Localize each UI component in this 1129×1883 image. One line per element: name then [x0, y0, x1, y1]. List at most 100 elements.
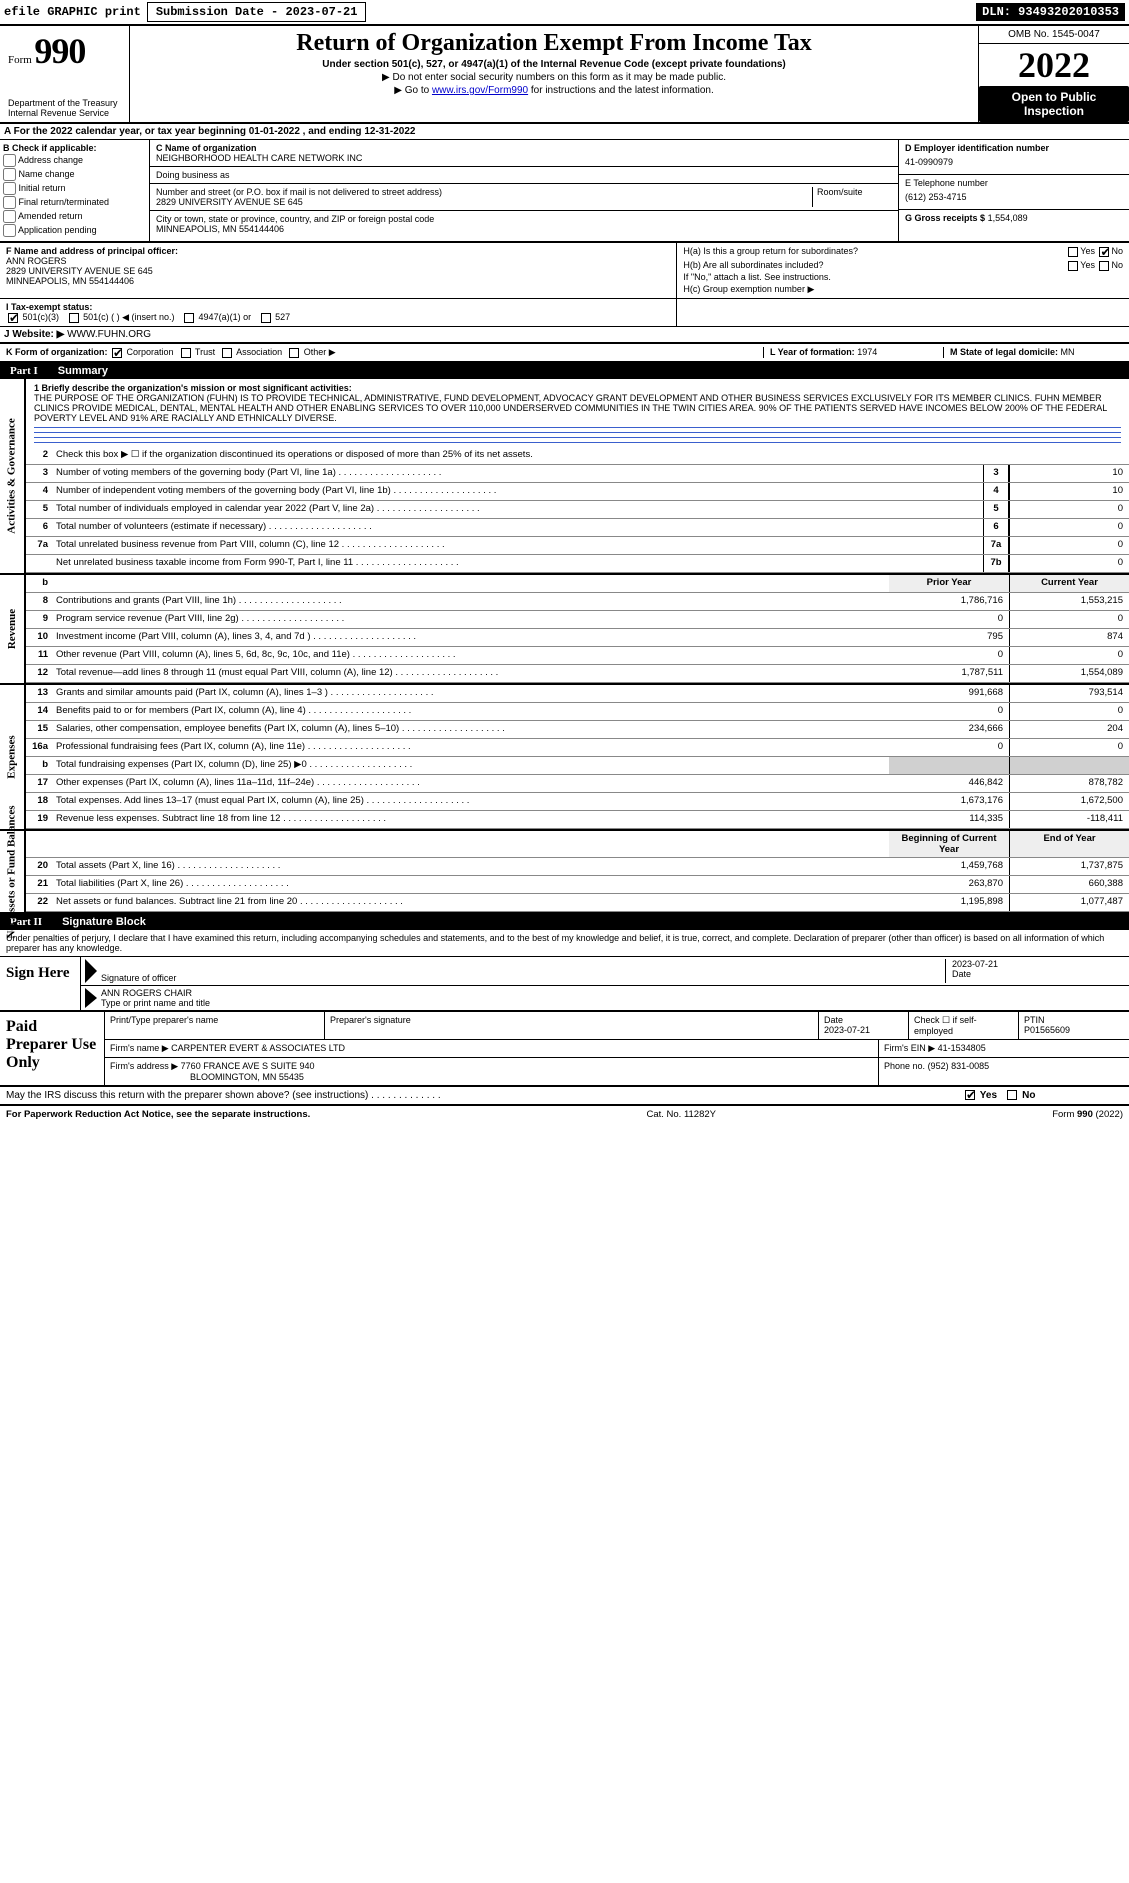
current-value: 1,077,487: [1009, 894, 1129, 911]
line-value: 0: [1009, 537, 1129, 554]
sig-date-label: Date: [952, 969, 1125, 979]
current-value: 1,672,500: [1009, 793, 1129, 810]
gov-line: 3 Number of voting members of the govern…: [26, 465, 1129, 483]
tax-period: A For the 2022 calendar year, or tax yea…: [0, 124, 1129, 140]
signature-section: Sign Here Signature of officer 2023-07-2…: [0, 957, 1129, 1012]
line-key: 7a: [983, 537, 1009, 554]
line-text: Salaries, other compensation, employee b…: [52, 721, 889, 738]
current-value: 0: [1009, 703, 1129, 720]
ein-value: 41-0990979: [905, 153, 1123, 171]
sig-name-value: ANN ROGERS CHAIR: [101, 988, 1125, 998]
line-num: 4: [26, 483, 52, 500]
line-text: Benefits paid to or for members (Part IX…: [52, 703, 889, 720]
data-line: 15 Salaries, other compensation, employe…: [26, 721, 1129, 739]
signature-arrow-icon: [85, 959, 97, 983]
prep-selfemployed[interactable]: Check ☐ if self-employed: [909, 1012, 1019, 1039]
org-corp-checkbox[interactable]: [112, 348, 122, 358]
org-other-checkbox[interactable]: [289, 348, 299, 358]
sig-date-value: 2023-07-21: [952, 959, 1125, 969]
chk-address-change[interactable]: Address change: [3, 154, 146, 167]
box-f: F Name and address of principal officer:…: [0, 243, 677, 298]
current-year-header: Current Year: [1009, 575, 1129, 592]
current-value: 0: [1009, 739, 1129, 756]
current-value: 0: [1009, 647, 1129, 664]
chk-name-change[interactable]: Name change: [3, 168, 146, 181]
gov-line: 4 Number of independent voting members o…: [26, 483, 1129, 501]
line-num: 9: [26, 611, 52, 628]
discuss-yes-checkbox[interactable]: [965, 1090, 975, 1100]
governance-section: Activities & Governance 1 Briefly descri…: [0, 379, 1129, 575]
form-number: 990: [34, 31, 85, 71]
line-text: Total liabilities (Part X, line 26): [52, 876, 889, 893]
prior-value: 1,195,898: [889, 894, 1009, 911]
part1-title: Summary: [58, 365, 108, 377]
status-501c3-checkbox[interactable]: [8, 313, 18, 323]
netassets-section: Net Assets or Fund Balances Beginning of…: [0, 831, 1129, 914]
data-line: 18 Total expenses. Add lines 13–17 (must…: [26, 793, 1129, 811]
current-value: [1009, 757, 1129, 774]
line-text: Number of independent voting members of …: [52, 483, 983, 500]
org-assoc-checkbox[interactable]: [222, 348, 232, 358]
line-num: 21: [26, 876, 52, 893]
prior-value: 1,787,511: [889, 665, 1009, 682]
prior-value: 0: [889, 739, 1009, 756]
firm-phone-value: (952) 831-0085: [928, 1061, 990, 1071]
ha-no-checkbox[interactable]: [1099, 247, 1109, 257]
form-subtitle: Under section 501(c), 527, or 4947(a)(1)…: [140, 59, 968, 70]
hb-no-checkbox[interactable]: [1099, 261, 1109, 271]
status-4947-checkbox[interactable]: [184, 313, 194, 323]
line-text: Number of voting members of the governin…: [52, 465, 983, 482]
form-title: Return of Organization Exempt From Incom…: [140, 30, 968, 57]
line-text: Total number of volunteers (estimate if …: [52, 519, 983, 536]
prior-value: 114,335: [889, 811, 1009, 828]
line-num: 10: [26, 629, 52, 646]
discuss-no-checkbox[interactable]: [1007, 1090, 1017, 1100]
line-text: Total number of individuals employed in …: [52, 501, 983, 518]
chk-application-pending[interactable]: Application pending: [3, 224, 146, 237]
note-ssn: ▶ Do not enter social security numbers o…: [140, 72, 968, 83]
chk-initial-return[interactable]: Initial return: [3, 182, 146, 195]
preparer-row1: Print/Type preparer's name Preparer's si…: [105, 1012, 1129, 1040]
current-value: 878,782: [1009, 775, 1129, 792]
department-label: Department of the Treasury Internal Reve…: [8, 94, 121, 118]
line-key: 4: [983, 483, 1009, 500]
preparer-row2: Firm's name ▶ CARPENTER EVERT & ASSOCIAT…: [105, 1040, 1129, 1058]
sidetab-revenue: Revenue: [0, 575, 26, 683]
irs-link[interactable]: www.irs.gov/Form990: [432, 85, 528, 96]
box-h: H(a) Is this a group return for subordin…: [677, 243, 1129, 298]
prior-value: 1,786,716: [889, 593, 1009, 610]
form-org-row: K Form of organization: Corporation Trus…: [0, 344, 1129, 363]
current-value: -118,411: [1009, 811, 1129, 828]
mission-text: THE PURPOSE OF THE ORGANIZATION (FUHN) I…: [34, 393, 1121, 423]
chk-final-return[interactable]: Final return/terminated: [3, 196, 146, 209]
addr-label: Number and street (or P.O. box if mail i…: [156, 187, 812, 197]
ha-yes-checkbox[interactable]: [1068, 247, 1078, 257]
phone-value: (612) 253-4715: [905, 188, 1123, 206]
line-num: 14: [26, 703, 52, 720]
status-527-checkbox[interactable]: [261, 313, 271, 323]
mission-box: 1 Briefly describe the organization's mi…: [26, 379, 1129, 447]
firm-addr-label: Firm's address ▶: [110, 1061, 178, 1071]
title-cell: Return of Organization Exempt From Incom…: [130, 26, 979, 122]
website-label: J Website: ▶: [4, 329, 64, 340]
submission-date-button[interactable]: Submission Date - 2023-07-21: [147, 2, 367, 22]
hb-yes-checkbox[interactable]: [1068, 261, 1078, 271]
line-num: 19: [26, 811, 52, 828]
gov-line: 2 Check this box ▶ ☐ if the organization…: [26, 447, 1129, 465]
hb-note: If "No," attach a list. See instructions…: [683, 272, 1123, 282]
room-suite-label: Room/suite: [812, 187, 892, 207]
dba-label: Doing business as: [156, 170, 230, 180]
penalty-statement: Under penalties of perjury, I declare th…: [0, 930, 1129, 957]
discuss-question: May the IRS discuss this return with the…: [6, 1090, 963, 1101]
city-value: MINNEAPOLIS, MN 554144406: [156, 224, 892, 234]
data-line: 10 Investment income (Part VIII, column …: [26, 629, 1129, 647]
org-trust-checkbox[interactable]: [181, 348, 191, 358]
box-b-label: B Check if applicable:: [3, 143, 146, 153]
line-num: 20: [26, 858, 52, 875]
line-num: 22: [26, 894, 52, 911]
line-text: Check this box ▶ ☐ if the organization d…: [52, 447, 1129, 464]
status-501c-checkbox[interactable]: [69, 313, 79, 323]
current-value: 660,388: [1009, 876, 1129, 893]
chk-amended-return[interactable]: Amended return: [3, 210, 146, 223]
year-formation-value: 1974: [857, 347, 877, 357]
